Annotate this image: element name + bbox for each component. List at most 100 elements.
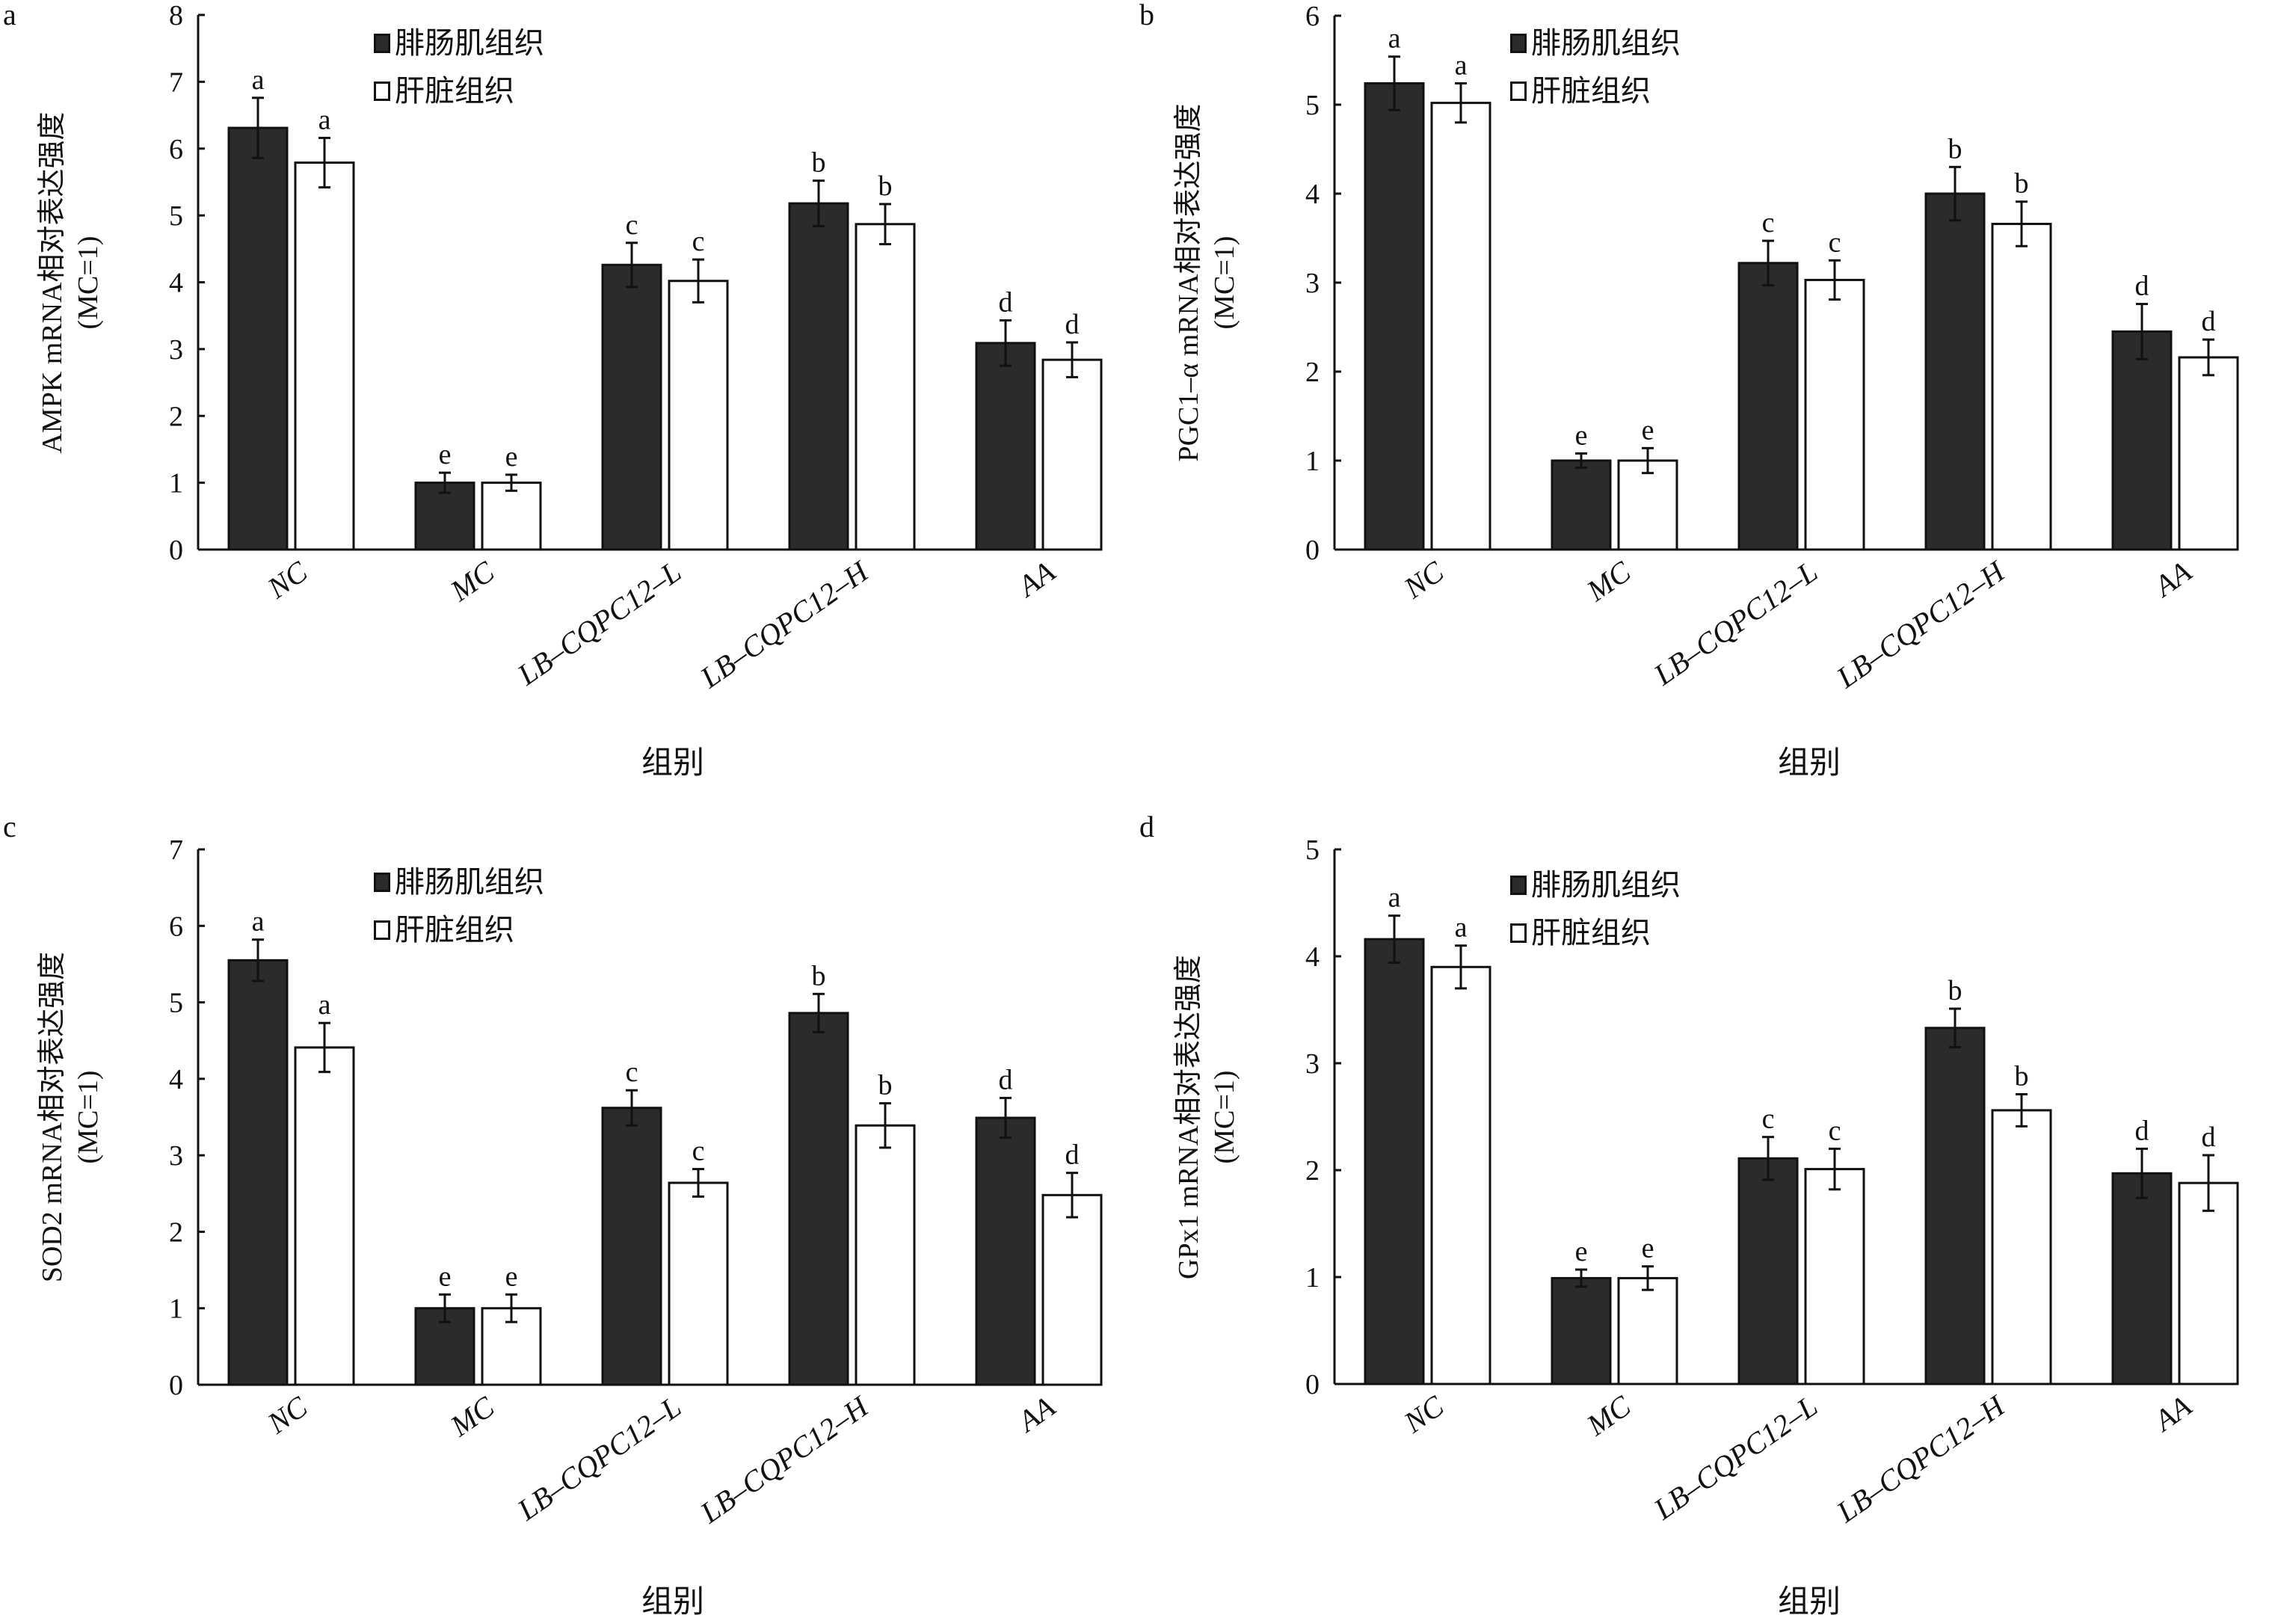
y-axis-unit: (MC=1) bbox=[73, 236, 104, 329]
significance-letter: e bbox=[1575, 1236, 1588, 1267]
y-tick-label: 1 bbox=[1305, 446, 1320, 477]
panel-b: 0 1 2 3 4 5 6 a a NC e e MC c c LB–CQPC12–L b b LB–CQPC12–… bbox=[1136, 0, 2272, 812]
legend-swatch-light bbox=[374, 920, 390, 940]
y-tick-label: 6 bbox=[1305, 1, 1320, 32]
chart-svg: 0 1 2 3 4 5 a a NC e e MC c c LB–CQPC12–L b b LB–CQPC12–H… bbox=[1305, 834, 2239, 1529]
y-tick-label: 1 bbox=[169, 468, 183, 499]
significance-letter: c bbox=[626, 209, 638, 241]
panel-letter: b bbox=[1139, 0, 1154, 31]
x-tick-label: LB–CQPC12–H bbox=[1830, 553, 2012, 695]
significance-letter: c bbox=[692, 226, 705, 257]
x-tick-label: MC bbox=[443, 554, 501, 609]
significance-letter: a bbox=[1455, 49, 1468, 81]
significance-letter: d bbox=[2202, 1122, 2216, 1153]
x-tick-label: NC bbox=[261, 1389, 314, 1441]
y-tick-label: 1 bbox=[1305, 1262, 1320, 1294]
y-tick-label: 2 bbox=[169, 401, 183, 432]
y-tick-label: 3 bbox=[169, 334, 183, 366]
panel-letter: c bbox=[3, 810, 16, 843]
legend: 腓肠肌组织 肝脏组织 bbox=[374, 19, 544, 115]
significance-letter: d bbox=[2135, 271, 2149, 302]
significance-letter: d bbox=[2202, 306, 2216, 337]
bar-liver bbox=[1991, 1109, 2052, 1385]
bar-muscle bbox=[227, 959, 289, 1386]
legend: 腓肠肌组织 肝脏组织 bbox=[1510, 861, 1681, 957]
bar-liver bbox=[1041, 1193, 1103, 1386]
bar-muscle bbox=[788, 202, 849, 551]
bar-muscle bbox=[1364, 81, 1425, 551]
y-axis-unit: (MC=1) bbox=[1209, 1070, 1240, 1163]
x-tick-label: AA bbox=[2146, 1388, 2198, 1439]
y-tick-label: 0 bbox=[169, 535, 183, 566]
bar-liver bbox=[855, 223, 916, 551]
legend: 腓肠肌组织 肝脏组织 bbox=[1510, 19, 1681, 115]
bar-muscle bbox=[601, 263, 662, 551]
legend-label: 腓肠肌组织 bbox=[395, 26, 544, 60]
significance-letter: c bbox=[1829, 227, 1841, 258]
significance-letter: a bbox=[318, 989, 331, 1021]
chart-svg: 0 1 2 3 4 5 6 a a NC e e MC c c LB–CQPC12–L b b LB–CQPC12–… bbox=[1305, 1, 2239, 695]
bar-liver bbox=[1041, 358, 1103, 551]
significance-letter: b bbox=[1948, 133, 1962, 164]
legend-label: 腓肠肌组织 bbox=[1531, 868, 1681, 902]
bar-liver bbox=[2178, 356, 2239, 551]
y-tick-label: 8 bbox=[169, 0, 183, 31]
x-tick-label: MC bbox=[1580, 554, 1637, 609]
significance-letter: a bbox=[318, 104, 331, 135]
x-tick-label: MC bbox=[1580, 1388, 1637, 1443]
significance-letter: a bbox=[252, 64, 265, 96]
significance-letter: d bbox=[999, 1064, 1013, 1095]
bar-liver bbox=[2178, 1181, 2239, 1385]
legend-swatch-light bbox=[1510, 81, 1527, 101]
bar-liver bbox=[1430, 102, 1491, 551]
legend-item-liver: 肝脏组织 bbox=[374, 906, 544, 954]
x-axis-label: 组别 bbox=[1777, 746, 1841, 781]
y-tick-label: 2 bbox=[1305, 1155, 1320, 1187]
x-tick-label: LB–CQPC12–L bbox=[511, 555, 687, 692]
significance-letter: d bbox=[2135, 1115, 2149, 1146]
y-tick-label: 4 bbox=[1305, 179, 1320, 210]
significance-letter: b bbox=[812, 147, 826, 179]
x-tick-label: NC bbox=[1397, 1388, 1450, 1440]
y-tick-label: 0 bbox=[1305, 535, 1320, 566]
bar-muscle bbox=[2111, 330, 2173, 551]
x-tick-label: AA bbox=[1010, 1389, 1062, 1439]
y-tick-label: 0 bbox=[169, 1370, 183, 1401]
legend-item-muscle: 腓肠肌组织 bbox=[374, 858, 544, 906]
bar-muscle bbox=[1924, 192, 1986, 551]
legend-label: 肝脏组织 bbox=[1531, 916, 1651, 950]
significance-letter: c bbox=[1762, 1104, 1775, 1135]
bar-muscle bbox=[1924, 1027, 1986, 1385]
bar-muscle bbox=[1737, 262, 1799, 551]
legend-item-liver: 肝脏组织 bbox=[1510, 67, 1681, 115]
panel-c: 0 1 2 3 4 5 6 7 a a NC e e MC c c LB–CQPC12–L b b LB–CQPC12… bbox=[0, 812, 1136, 1624]
significance-letter: c bbox=[1762, 207, 1775, 239]
legend-label: 肝脏组织 bbox=[395, 913, 514, 947]
bar-liver bbox=[1617, 1276, 1678, 1385]
significance-letter: b bbox=[2015, 168, 2029, 200]
bar-liver bbox=[855, 1124, 916, 1386]
x-tick-label: AA bbox=[1010, 554, 1062, 604]
legend-item-liver: 肝脏组织 bbox=[1510, 909, 1681, 957]
y-tick-label: 5 bbox=[1305, 90, 1320, 121]
bar-muscle bbox=[1737, 1157, 1799, 1385]
legend-swatch-light bbox=[1510, 923, 1527, 943]
legend-label: 腓肠肌组织 bbox=[395, 865, 544, 899]
legend-swatch-dark bbox=[374, 34, 390, 53]
significance-letter: c bbox=[626, 1056, 638, 1088]
y-tick-label: 5 bbox=[169, 988, 183, 1019]
bar-liver bbox=[1804, 1168, 1865, 1385]
significance-letter: b bbox=[878, 1070, 893, 1101]
significance-letter: e bbox=[439, 439, 452, 470]
y-tick-label: 4 bbox=[1305, 941, 1320, 973]
legend: 腓肠肌组织 肝脏组织 bbox=[374, 858, 544, 954]
significance-letter: e bbox=[1642, 1233, 1654, 1264]
bar-liver bbox=[294, 1046, 355, 1386]
bar-muscle bbox=[975, 342, 1036, 551]
bar-liver bbox=[1617, 459, 1678, 551]
y-tick-label: 3 bbox=[169, 1140, 183, 1172]
significance-letter: b bbox=[1948, 975, 1962, 1006]
bar-muscle bbox=[1364, 938, 1425, 1385]
x-tick-label: LB–CQPC12–L bbox=[1647, 1389, 1823, 1527]
